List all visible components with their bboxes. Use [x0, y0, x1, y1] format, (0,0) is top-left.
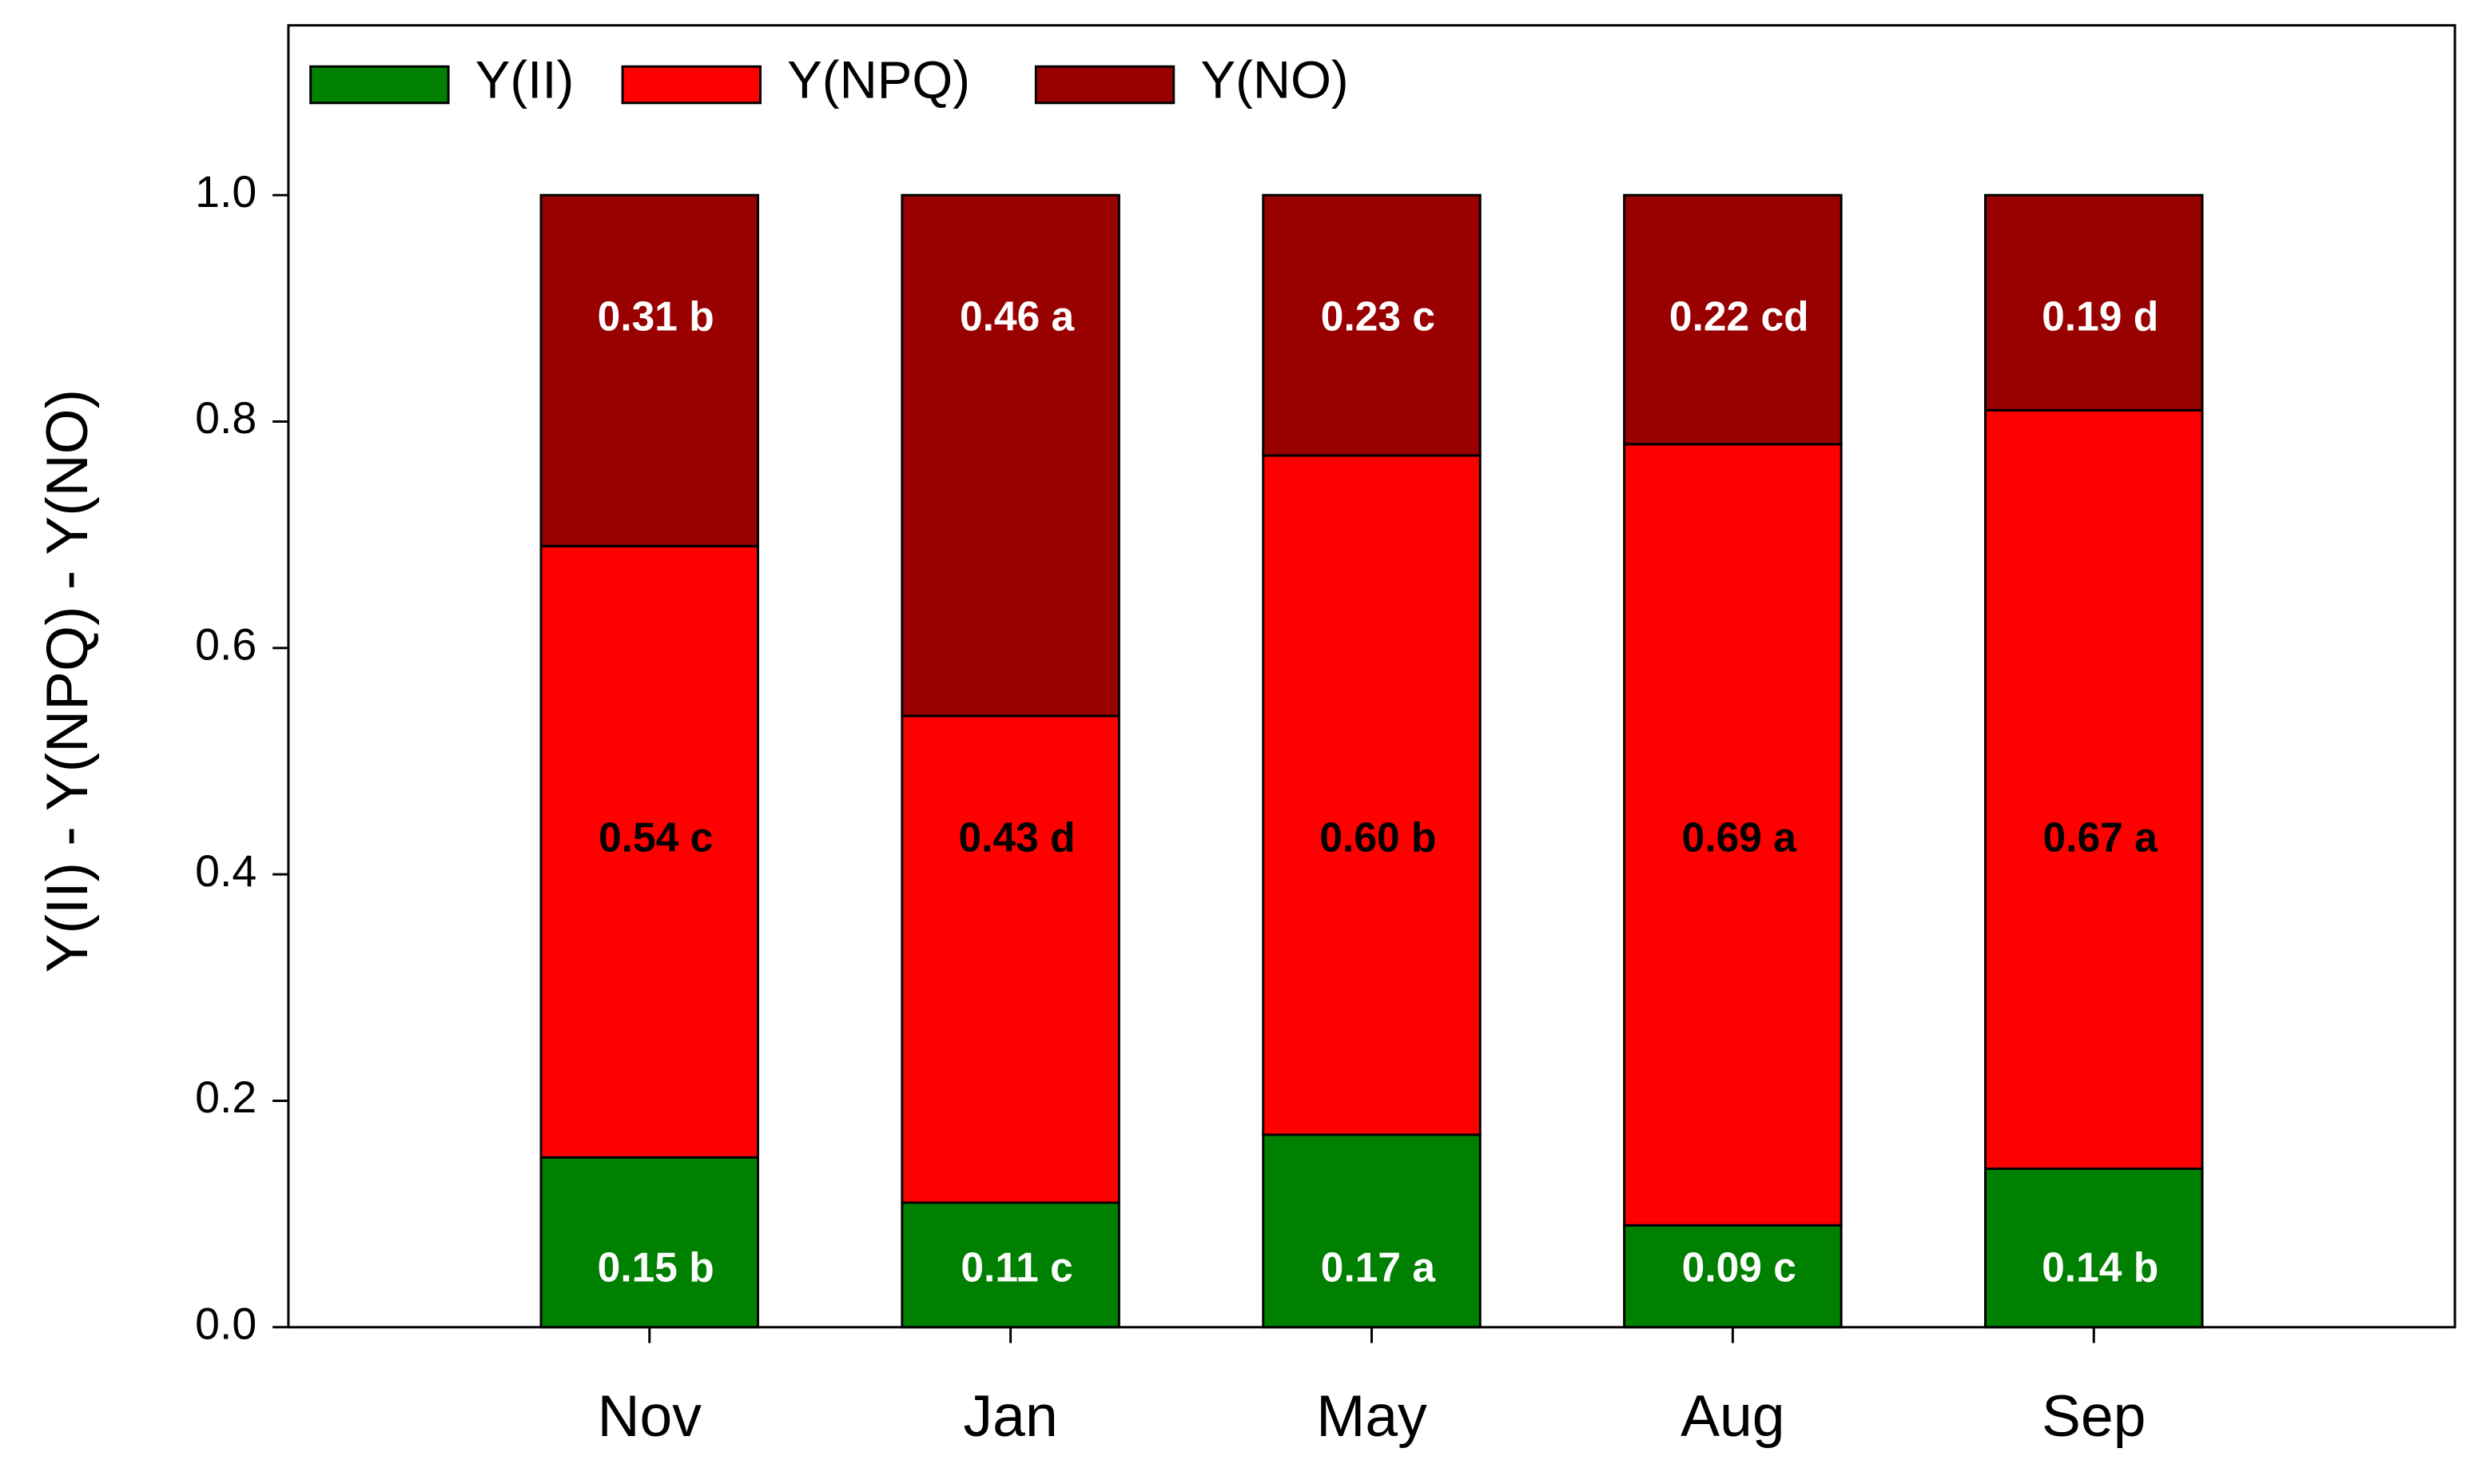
bar-segment	[1983, 1167, 2204, 1329]
y-tick-label: 0.2	[195, 1072, 257, 1122]
x-tick-label: Nov	[598, 1383, 702, 1449]
legend-swatch	[309, 65, 450, 105]
data-label: 0.54 c	[599, 814, 713, 860]
bar-segment	[1623, 193, 1843, 446]
y-tick-label: 0.6	[195, 619, 257, 669]
plot-frame	[287, 24, 2456, 1329]
data-label: 0.11 c	[961, 1244, 1072, 1291]
legend-label: Y(II)	[475, 50, 575, 109]
bar-segment	[1262, 1133, 1482, 1329]
bar-segment	[539, 193, 760, 547]
legend-label: Y(NO)	[1200, 50, 1348, 109]
data-label: 0.09 c	[1682, 1244, 1796, 1291]
bar-segment	[901, 1201, 1120, 1329]
data-label: 0.60 b	[1319, 814, 1436, 860]
data-label: 0.46 a	[960, 293, 1075, 340]
y-tick-label: 1.0	[195, 167, 257, 217]
legend-swatch	[1034, 65, 1175, 105]
bar-segment	[901, 193, 1120, 718]
data-label: 0.14 b	[2042, 1244, 2158, 1291]
y-tick-label: 0.0	[195, 1299, 257, 1348]
legend-swatch	[621, 65, 762, 105]
bar-segment	[1983, 193, 2204, 412]
bar-segment	[1262, 193, 1482, 457]
y-tick-label: 0.4	[195, 846, 257, 896]
data-label: 0.15 b	[598, 1244, 714, 1291]
data-label: 0.31 b	[598, 293, 714, 340]
x-tick-label: Jan	[964, 1383, 1058, 1449]
bar-segment	[539, 544, 760, 1159]
x-tick-label: May	[1316, 1383, 1427, 1449]
data-label: 0.17 a	[1321, 1244, 1436, 1291]
x-tick-label: Aug	[1681, 1383, 1784, 1449]
data-label: 0.67 a	[2043, 814, 2158, 860]
data-label: 0.22 cd	[1669, 293, 1809, 340]
bar-segment	[1262, 454, 1482, 1136]
legend-label: Y(NPQ)	[787, 50, 970, 109]
x-tick-label: Sep	[2042, 1383, 2146, 1449]
data-label: 0.43 d	[959, 814, 1076, 860]
bar-segment	[901, 714, 1120, 1204]
data-label: 0.23 c	[1321, 293, 1435, 340]
bar-segment	[1623, 443, 1843, 1227]
bar-segment	[1983, 408, 2204, 1170]
y-tick-label: 0.8	[195, 393, 257, 443]
data-label: 0.69 a	[1682, 814, 1797, 860]
bar-segment	[539, 1156, 760, 1329]
y-axis-label: Y(II) - Y(NPQ) - Y(NO)	[34, 389, 100, 973]
data-label: 0.19 d	[2042, 293, 2158, 340]
